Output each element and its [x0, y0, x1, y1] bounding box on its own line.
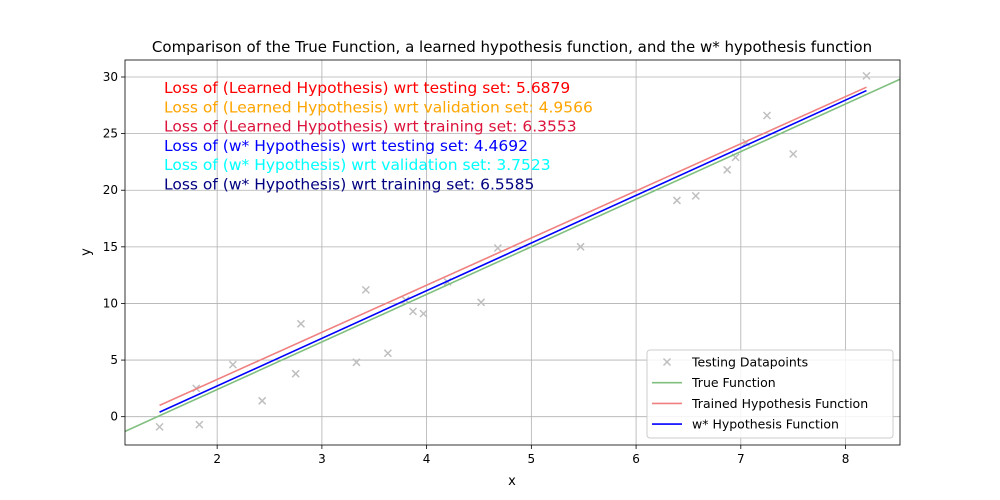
series-layer	[125, 71, 900, 433]
testing-datapoint	[691, 191, 700, 200]
testing-datapoint	[862, 71, 871, 80]
marker-stroke	[155, 422, 164, 431]
loss-annotation: Loss of (w* Hypothesis) wrt validation s…	[164, 156, 551, 174]
legend-label: True Function	[691, 375, 776, 390]
chart-title: Comparison of the True Function, a learn…	[152, 38, 872, 56]
x-axis-label: x	[508, 474, 516, 489]
marker-stroke	[352, 358, 361, 367]
marker-stroke	[731, 153, 740, 162]
testing-datapoint	[789, 149, 798, 159]
marker-stroke	[723, 165, 732, 174]
axis-ticks: 2 3 4 5 6 7 8 0 5 10 15 20 25 30	[103, 70, 850, 466]
x-tick-label: 4	[423, 452, 431, 466]
testing-datapoint	[258, 396, 267, 405]
marker-stroke	[408, 307, 418, 316]
x-tick-label: 5	[528, 452, 536, 466]
testing-datapoint	[672, 196, 681, 205]
legend-label: Testing Datapoints	[691, 355, 808, 370]
testing-datapoint	[576, 242, 585, 251]
marker-stroke	[691, 191, 700, 200]
legend: Testing Datapoints True Function Trained H…	[646, 349, 894, 439]
testing-datapoint	[291, 369, 300, 378]
testing-datapoint	[228, 360, 237, 369]
x-tick-label: 2	[213, 452, 221, 466]
marker-stroke	[576, 242, 585, 251]
marker-stroke	[762, 111, 772, 120]
marker-stroke	[258, 396, 267, 405]
plot-frame	[124, 59, 901, 446]
y-tick-label: 30	[103, 70, 118, 84]
marker-stroke	[789, 149, 798, 159]
loss-annotations: Loss of (Learned Hypothesis) wrt testing…	[164, 79, 593, 194]
legend-label: Trained Hypothesis Function	[691, 396, 868, 411]
legend-marker-testing	[662, 357, 672, 367]
y-tick-label: 10	[103, 296, 118, 310]
x-tick-label: 3	[318, 452, 326, 466]
true-function-line	[125, 78, 900, 433]
marker-stroke	[195, 420, 204, 429]
testing-datapoint	[477, 298, 486, 307]
y-tick-label: 25	[103, 127, 118, 141]
marker-stroke	[419, 309, 428, 318]
marker-stroke	[361, 285, 370, 294]
legend-label: w* Hypothesis Function	[692, 417, 839, 432]
trained-hypothesis-function-line	[159, 86, 867, 407]
testing-datapoint	[493, 243, 502, 253]
x-tick-label: 8	[842, 452, 850, 466]
testing-datapoint	[723, 165, 732, 174]
y-axis-label: y	[79, 248, 94, 256]
testing-datapoint	[419, 309, 428, 318]
w-hypothesis-function-line	[159, 89, 867, 413]
marker-stroke	[383, 349, 392, 358]
y-tick-label: 0	[110, 410, 118, 424]
legend-items: Testing Datapoints True Function Trained H…	[652, 355, 868, 432]
loss-annotation: Loss of (w* Hypothesis) wrt testing set:…	[164, 137, 528, 155]
legend-box	[646, 349, 894, 439]
testing-datapoint	[352, 358, 361, 367]
y-tick-label: 5	[110, 353, 118, 367]
testing-datapoint	[296, 319, 305, 328]
loss-annotation: Loss of (Learned Hypothesis) wrt testing…	[164, 79, 570, 97]
y-tick-label: 20	[103, 183, 118, 197]
y-tick-label: 15	[103, 240, 118, 254]
loss-annotation: Loss of (Learned Hypothesis) wrt trainin…	[164, 118, 577, 136]
testing-datapoint	[361, 285, 370, 294]
loss-annotation: Loss of (w* Hypothesis) wrt training set…	[164, 176, 534, 194]
marker-stroke	[862, 71, 871, 80]
marker-stroke	[296, 319, 305, 328]
marker-stroke	[477, 298, 486, 307]
testing-datapoint	[408, 307, 418, 316]
marker-stroke	[291, 369, 300, 378]
x-tick-label: 6	[632, 452, 640, 466]
x-tick-label: 7	[737, 452, 745, 466]
marker-stroke	[228, 360, 237, 369]
testing-datapoint	[383, 349, 392, 358]
testing-datapoint	[195, 420, 204, 429]
testing-datapoint	[762, 111, 772, 120]
marker-stroke	[672, 196, 681, 205]
loss-annotation: Loss of (Learned Hypothesis) wrt validat…	[164, 98, 593, 116]
marker-stroke	[493, 243, 502, 253]
testing-datapoint	[155, 422, 164, 431]
